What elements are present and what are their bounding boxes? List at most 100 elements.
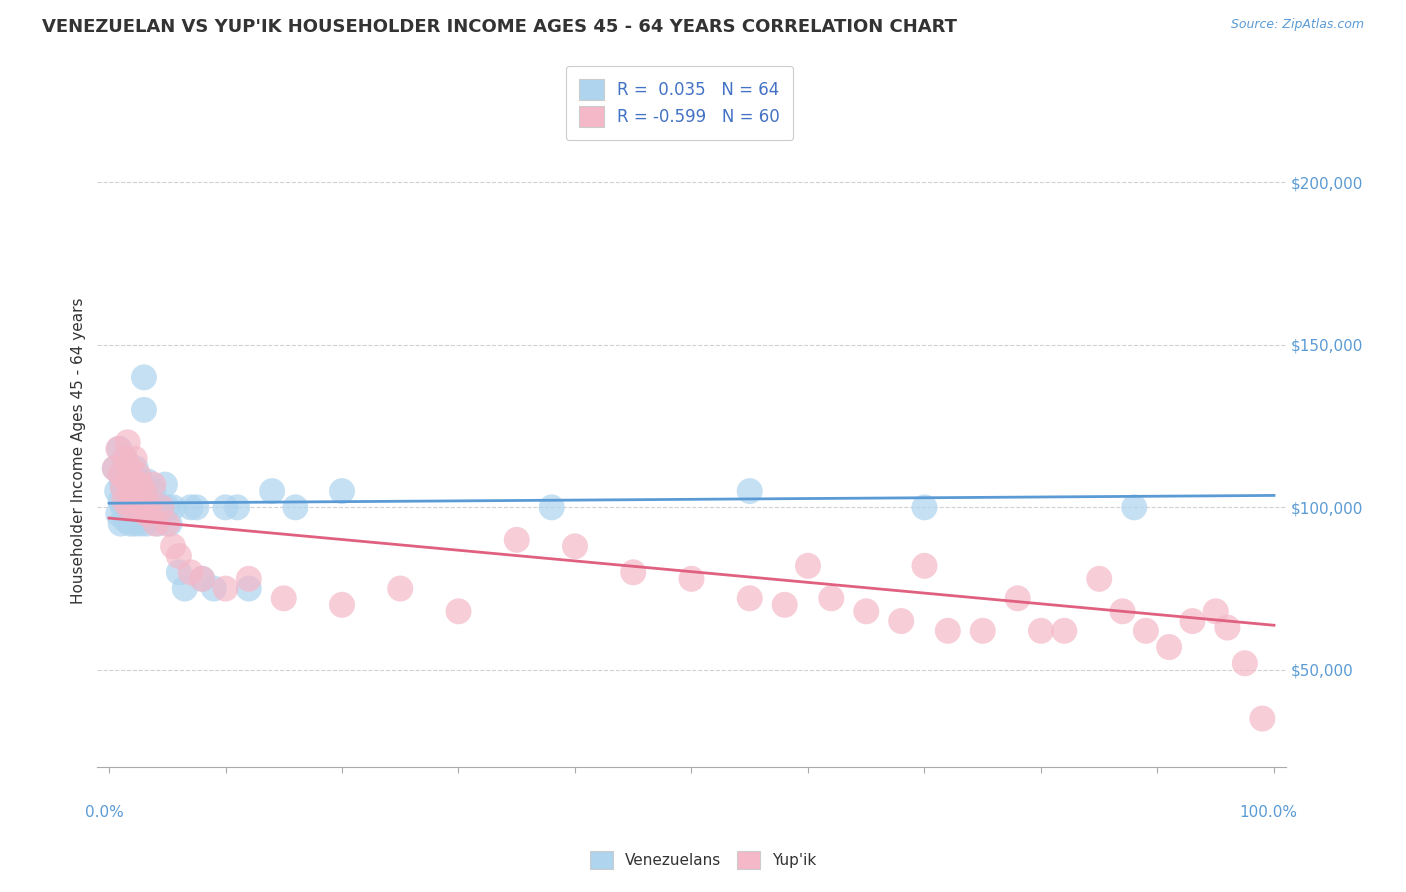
Point [127,467,149,482]
Point [191,572,214,586]
Point [107,507,129,521]
Point [142,484,165,499]
Point [129,516,152,531]
Point [1029,624,1052,638]
Point [110,467,132,482]
Point [118,461,141,475]
Point [1111,604,1133,618]
Point [150,500,173,515]
Point [1007,591,1029,606]
Point [797,558,820,573]
Point [226,500,249,515]
Point [820,591,842,606]
Point [1181,614,1204,628]
Point [131,475,153,489]
Point [153,477,176,491]
Point [128,493,150,508]
Point [1053,624,1076,638]
Point [104,461,127,475]
Point [262,484,284,499]
Point [127,500,149,515]
Point [173,582,195,596]
Point [117,435,139,450]
Point [122,500,145,515]
Point [238,572,260,586]
Point [936,624,959,638]
Text: 100.0%: 100.0% [1240,805,1298,821]
Point [114,451,136,466]
Point [122,500,145,515]
Point [124,516,146,531]
Point [139,500,162,515]
Point [111,477,134,491]
Point [118,500,141,515]
Point [621,566,644,580]
Point [142,477,165,491]
Point [180,566,202,580]
Point [108,442,131,456]
Point [134,493,156,508]
Point [136,475,159,489]
Point [118,477,141,491]
Point [132,484,155,499]
Point [1233,657,1256,671]
Point [972,624,994,638]
Point [121,507,143,521]
Point [1251,712,1274,726]
Point [112,493,135,508]
Point [773,598,796,612]
Point [389,582,412,596]
Point [855,604,877,618]
Point [110,516,132,531]
Point [121,481,143,495]
Point [156,516,179,531]
Legend: R =  0.035   N = 64, R = -0.599   N = 60: R = 0.035 N = 64, R = -0.599 N = 60 [565,66,793,140]
Point [112,475,135,489]
Point [111,500,134,515]
Point [1205,604,1227,618]
Point [107,442,129,456]
Point [162,500,184,515]
Point [132,402,155,417]
Point [105,484,128,499]
Point [145,516,167,531]
Point [111,481,134,495]
Point [120,484,142,499]
Point [681,572,703,586]
Point [110,493,132,508]
Text: 0.0%: 0.0% [86,805,124,821]
Point [121,475,143,489]
Point [156,500,179,515]
Point [145,500,167,515]
Point [115,475,138,489]
Point [890,614,912,628]
Point [738,484,761,499]
Point [118,491,141,505]
Point [125,484,148,499]
Point [738,591,761,606]
Text: VENEZUELAN VS YUP'IK HOUSEHOLDER INCOME AGES 45 - 64 YEARS CORRELATION CHART: VENEZUELAN VS YUP'IK HOUSEHOLDER INCOME … [42,18,957,36]
Point [117,507,139,521]
Point [167,566,190,580]
Point [124,451,146,466]
Point [129,477,152,491]
Point [214,582,236,596]
Text: Source: ZipAtlas.com: Source: ZipAtlas.com [1230,18,1364,31]
Point [112,451,135,466]
Point [120,467,142,482]
Point [115,487,138,501]
Point [180,500,202,515]
Point [104,461,127,475]
Point [114,513,136,527]
Point [162,539,184,553]
Point [330,598,353,612]
Point [135,516,157,531]
Point [150,500,173,515]
Point [139,500,162,515]
Point [914,558,936,573]
Point [284,500,307,515]
Point [139,510,162,524]
Point [1135,624,1157,638]
Point [132,370,155,384]
Point [115,461,138,475]
